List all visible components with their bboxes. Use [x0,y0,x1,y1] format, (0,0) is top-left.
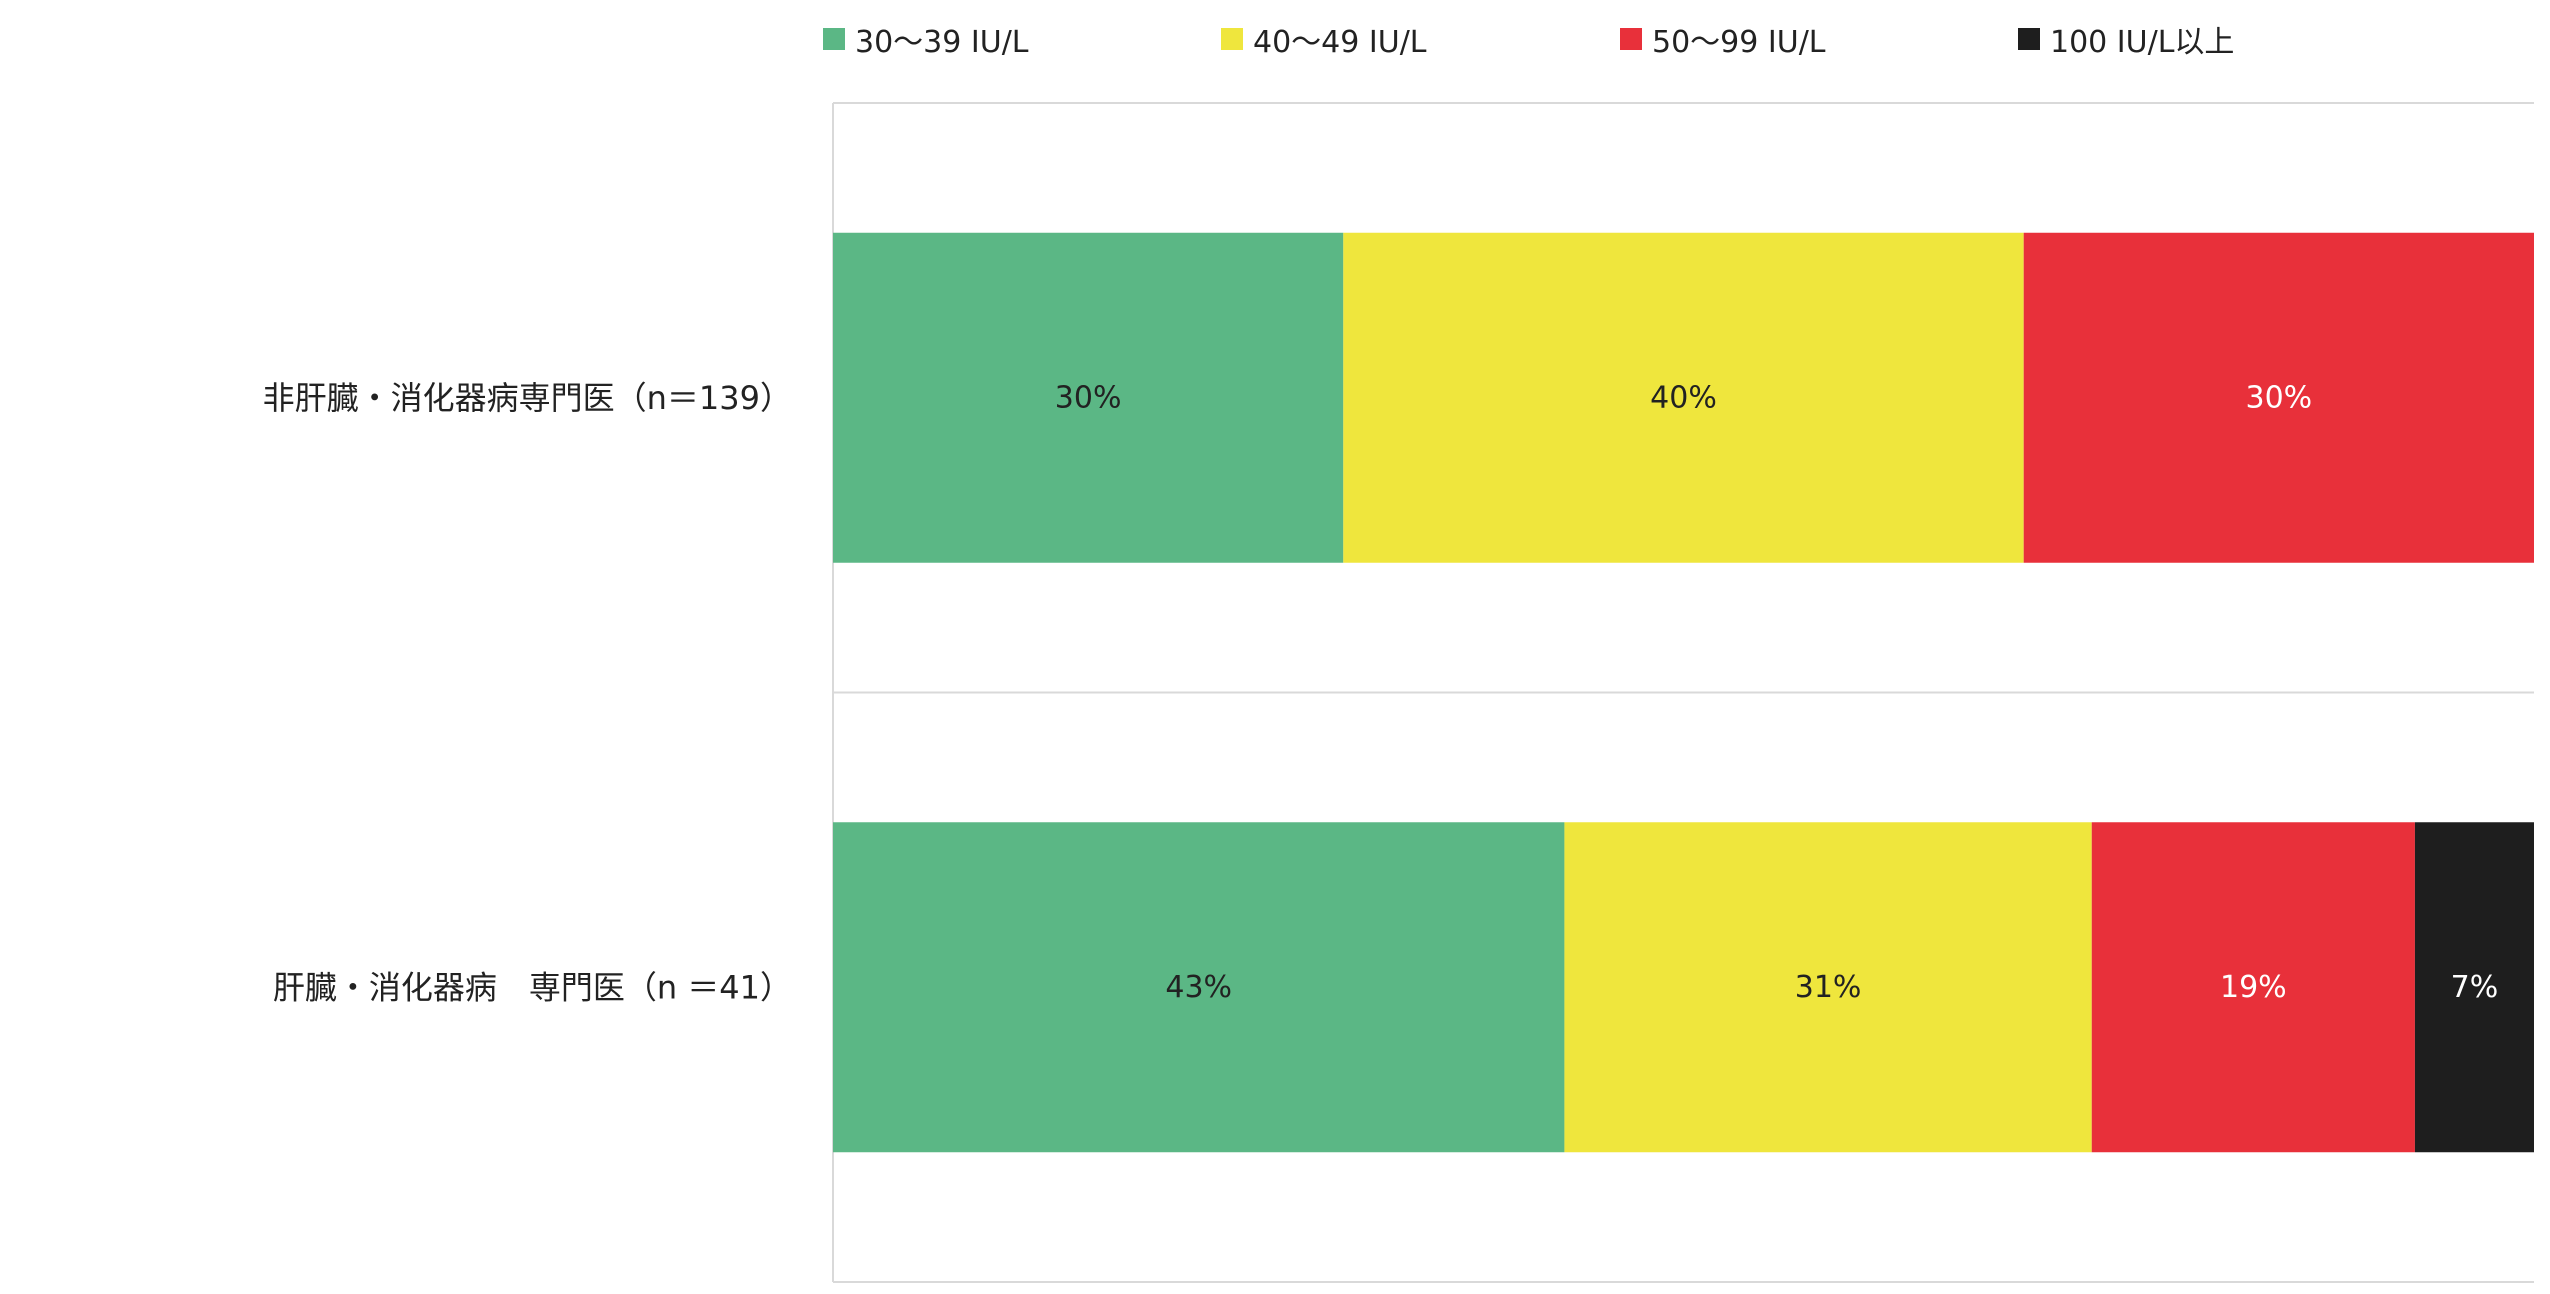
category-label: 非肝臓・消化器病専門医（n＝139） [263,379,792,417]
bar-segment [2414,822,2534,1153]
data-label: 19% [2220,970,2287,1005]
legend-swatch [2018,28,2040,50]
bar-segment [2091,822,2415,1153]
legend-label: 40～49 IU/L [1253,25,1427,60]
legend-swatch [1221,28,1243,50]
bar-segment [1564,822,2092,1153]
bar-segment [2023,232,2534,563]
category-label: 肝臓・消化器病 専門医（n ＝41） [273,968,792,1006]
data-label: 43% [1165,970,1232,1005]
legend: 30～39 IU/L 40～49 IU/L 50～99 IU/L 100 IU/L以上 [823,25,2234,60]
category-labels: 非肝臓・消化器病専門医（n＝139） 肝臓・消化器病 専門医（n ＝41） [263,379,792,1007]
data-label: 7% [2451,970,2499,1005]
data-label: 40% [1650,380,1717,415]
data-label: 31% [1795,970,1862,1005]
legend-label: 30～39 IU/L [855,25,1029,60]
bar-segment [833,232,1344,563]
legend-label: 50～99 IU/L [1652,25,1826,60]
bars: 30% 40% 30% 43% 31% 19% 7% [833,232,2534,1153]
bar-segment [833,822,1565,1153]
legend-swatch [823,28,845,50]
bar-segment [1343,232,2024,563]
legend-swatch [1620,28,1642,50]
data-label: 30% [2246,380,2313,415]
data-label: 30% [1055,380,1122,415]
legend-label: 100 IU/L以上 [2050,25,2234,60]
